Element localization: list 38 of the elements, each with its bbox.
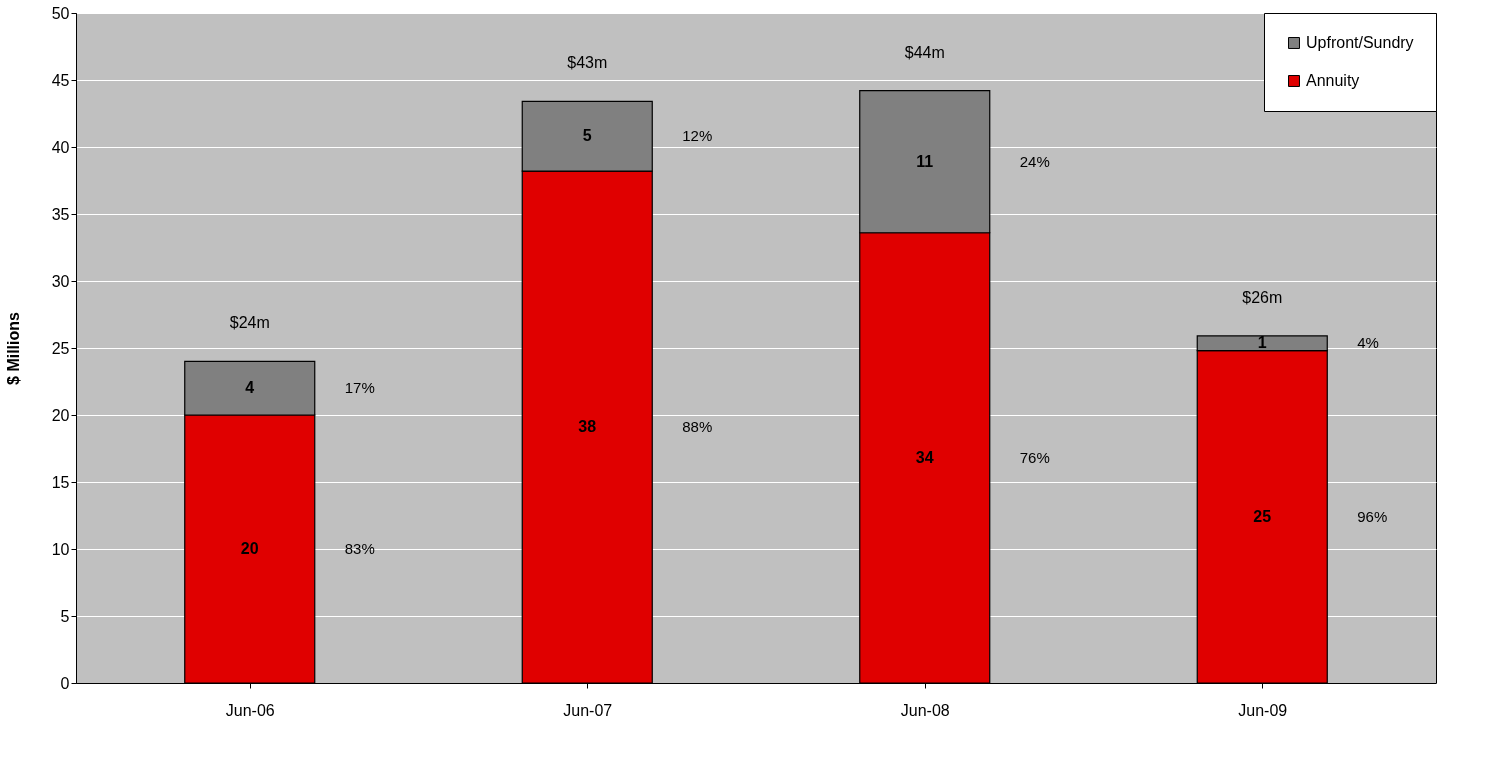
y-tick-label: 50	[51, 4, 70, 22]
total-label: $26m	[1242, 288, 1283, 306]
data-label: 4	[245, 379, 255, 397]
total-label: $43m	[567, 54, 608, 72]
x-tick-label: Jun-07	[563, 701, 613, 719]
y-tick-label: 10	[51, 540, 70, 558]
y-tick-label: 20	[51, 406, 70, 424]
annotation: 96%	[1357, 507, 1388, 525]
y-tick-label: 30	[51, 272, 70, 290]
data-label: 38	[578, 418, 597, 436]
total-label: $24m	[229, 314, 270, 332]
y-tick-label: 45	[51, 71, 70, 89]
y-tick-label: 40	[51, 138, 70, 156]
y-tick-label: 25	[51, 339, 70, 357]
legend-label: Annuity	[1306, 72, 1360, 89]
data-label: 1	[1257, 334, 1267, 352]
y-tick-label: 15	[51, 473, 70, 491]
data-label: 5	[582, 127, 592, 145]
annotation: 4%	[1357, 334, 1379, 352]
annotation: 17%	[344, 379, 375, 397]
legend-label: Upfront/Sundry	[1306, 34, 1414, 51]
data-label: 20	[240, 540, 259, 557]
annotation: 76%	[1019, 448, 1050, 466]
y-tick-label: 0	[60, 674, 70, 692]
y-tick-label: 35	[51, 205, 70, 223]
annotation: 24%	[1019, 152, 1050, 170]
annotation: 88%	[682, 418, 713, 436]
y-tick-label: 5	[60, 607, 70, 625]
data-label: 11	[916, 152, 934, 170]
x-tick-label: Jun-08	[900, 701, 950, 719]
annotation: 83%	[344, 540, 375, 557]
data-label: 25	[1253, 507, 1272, 525]
y-axis-title: $ Millions	[4, 311, 22, 385]
x-tick-label: Jun-06	[225, 701, 275, 719]
data-label: 34	[915, 448, 934, 466]
annotation: 12%	[682, 127, 713, 145]
x-tick-label: Jun-09	[1238, 701, 1288, 719]
total-label: $44m	[904, 43, 945, 61]
